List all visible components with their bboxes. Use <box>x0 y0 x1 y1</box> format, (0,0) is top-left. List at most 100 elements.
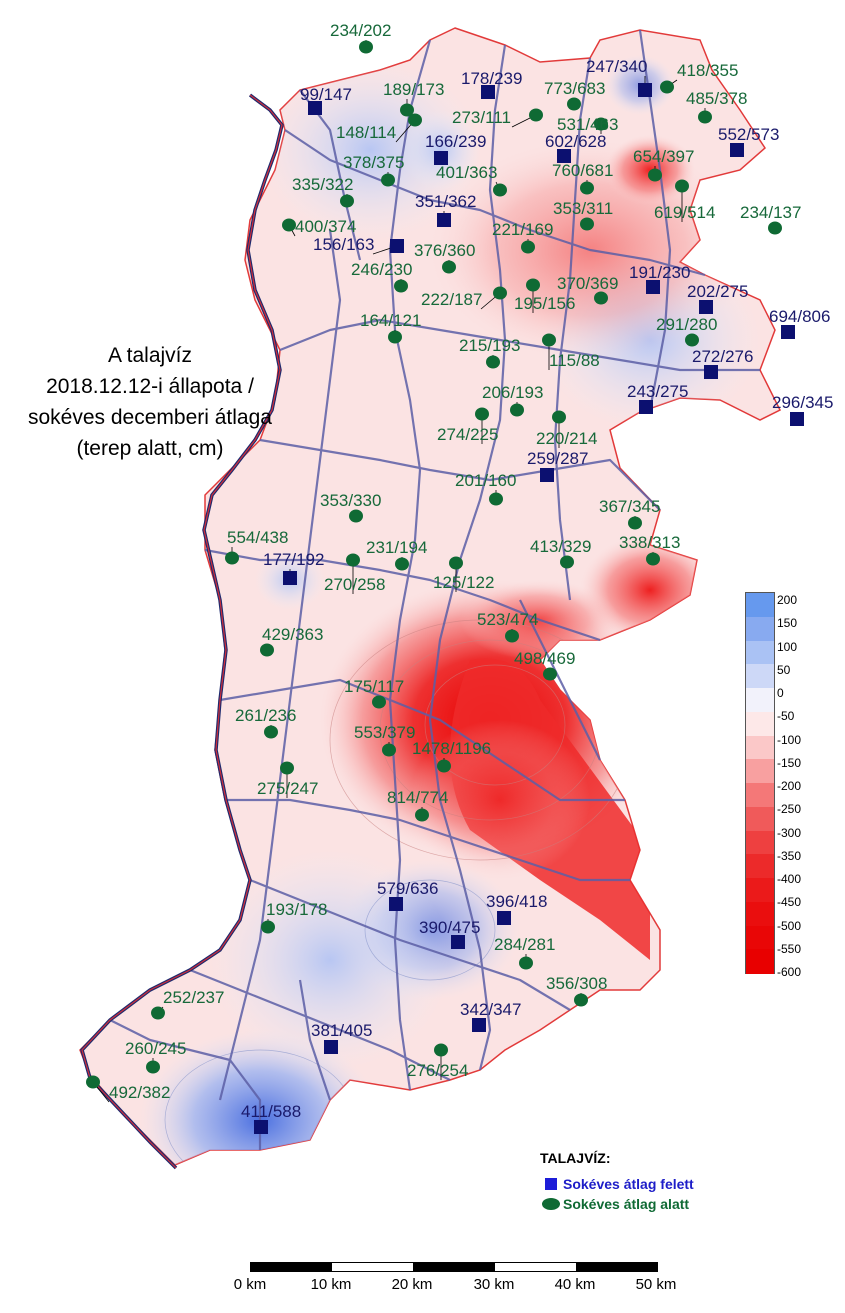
station-label: 156/163 <box>313 235 374 254</box>
colorbar-segment <box>746 664 774 689</box>
blue-square-icon <box>481 85 495 99</box>
station-above: 99/147 <box>300 85 352 115</box>
scale-bar: 0 km 10 km 20 km 30 km 40 km 50 km <box>228 1262 688 1302</box>
blue-square-icon <box>781 325 795 339</box>
station-label: 191/230 <box>629 263 690 282</box>
green-dot-icon <box>381 173 395 187</box>
legend: TALAJVÍZ: Sokéves átlag felett Sokéves á… <box>540 1150 780 1214</box>
station-label: 284/281 <box>494 935 555 954</box>
colorbar-label: 50 <box>777 662 791 677</box>
station-above: 694/806 <box>769 307 830 339</box>
green-dot-icon <box>526 278 540 292</box>
green-dot-icon <box>594 117 608 131</box>
colorbar-segment <box>746 949 774 974</box>
station-above: 191/230 <box>629 263 690 294</box>
station-below: 234/137 <box>740 203 801 235</box>
title-line-3: sokéves decemberi átlaga <box>28 406 272 429</box>
green-dot-icon <box>264 725 278 739</box>
station-label: 272/276 <box>692 347 753 366</box>
station-label: 243/275 <box>627 382 688 401</box>
station-below: 378/375 <box>343 153 404 187</box>
green-dot-icon <box>151 1006 165 1020</box>
station-below: 201/160 <box>455 471 516 506</box>
station-label: 579/636 <box>377 879 438 898</box>
station-below: 275/247 <box>257 761 318 798</box>
colorbar-segment <box>746 878 774 903</box>
station-label: 1478/1196 <box>412 739 491 758</box>
station-below: 370/369 <box>557 274 618 305</box>
blue-square-icon <box>638 83 652 97</box>
station-below: 115/88 <box>542 333 600 370</box>
station-label: 246/230 <box>351 260 412 279</box>
station-below: 376/360 <box>414 241 475 274</box>
station-label: 338/313 <box>619 533 680 552</box>
green-dot-icon <box>400 103 414 117</box>
station-layer: 234/202 99/147 189/173 178/239 247/340 418/35… <box>86 21 833 1134</box>
station-below: 554/438 <box>225 528 288 565</box>
station-label: 178/239 <box>461 69 522 88</box>
station-label: 413/329 <box>530 537 591 556</box>
station-label: 291/280 <box>656 315 717 334</box>
colorbar-segment <box>746 759 774 784</box>
colorbar-label: -450 <box>777 895 802 910</box>
scale-bar-track <box>250 1262 658 1272</box>
scale-label-20: 20 km <box>391 1276 433 1293</box>
station-label: 400/374 <box>295 217 356 236</box>
station-below: 760/681 <box>552 161 613 195</box>
station-label: 531/463 <box>557 115 618 134</box>
station-label: 390/475 <box>419 918 480 937</box>
station-below: 221/169 <box>492 220 553 254</box>
station-above: 351/362 <box>415 192 476 227</box>
colorbar-label: 200 <box>777 593 798 607</box>
colorbar-label: 0 <box>777 686 784 700</box>
station-below: 335/322 <box>292 175 354 208</box>
station-below: 654/397 <box>633 147 694 182</box>
station-label: 115/88 <box>549 351 600 370</box>
colorbar: 200 150 100 50 0 -50 -100 -150 -200 -250 -300 -350 -… <box>745 592 845 979</box>
station-below: 531/463 <box>557 115 618 134</box>
station-above: 602/628 <box>545 132 606 163</box>
green-dot-icon <box>542 1198 560 1210</box>
station-label: 760/681 <box>552 161 613 180</box>
station-label: 221/169 <box>492 220 553 239</box>
legend-above-label: Sokéves átlag felett <box>563 1176 694 1192</box>
station-below: 222/187 <box>421 286 507 310</box>
green-dot-icon <box>552 410 566 424</box>
station-below: 418/355 <box>660 61 738 94</box>
station-label: 401/363 <box>436 163 497 182</box>
station-below: 1478/1196 <box>412 739 491 773</box>
green-dot-icon <box>646 552 660 566</box>
green-dot-icon <box>521 240 535 254</box>
green-dot-icon <box>449 556 463 570</box>
blue-square-icon <box>699 300 713 314</box>
blue-square-icon <box>472 1018 486 1032</box>
title-line-1: A talajvíz <box>107 344 193 367</box>
blue-square-icon <box>451 935 465 949</box>
station-label: 175/117 <box>344 677 404 696</box>
colorbar-segment <box>746 735 774 760</box>
scale-label-0: 0 km <box>233 1276 267 1293</box>
station-below: 498/469 <box>514 649 575 681</box>
green-dot-icon <box>560 555 574 569</box>
station-below: 401/363 <box>436 163 507 197</box>
station-below: 523/474 <box>477 610 538 643</box>
scale-label-30: 30 km <box>473 1276 515 1293</box>
station-label: 222/187 <box>421 290 482 309</box>
green-dot-icon <box>493 286 507 300</box>
blue-square-icon <box>704 365 718 379</box>
scale-label-10: 10 km <box>310 1276 352 1293</box>
blue-square-icon <box>540 468 554 482</box>
station-above: 243/275 <box>627 382 688 414</box>
station-label: 342/347 <box>460 1000 521 1019</box>
station-above: 396/418 <box>486 892 547 925</box>
station-label: 259/287 <box>527 449 588 468</box>
station-below: 206/193 <box>482 383 543 417</box>
blue-square-icon <box>390 239 404 253</box>
station-label: 602/628 <box>545 132 606 151</box>
colorbar-segment <box>746 640 774 665</box>
station-below: 814/774 <box>387 788 448 822</box>
colorbar-segment <box>746 806 774 831</box>
colorbar-label: -400 <box>777 872 802 886</box>
green-dot-icon <box>685 333 699 347</box>
station-label: 552/573 <box>718 125 779 144</box>
